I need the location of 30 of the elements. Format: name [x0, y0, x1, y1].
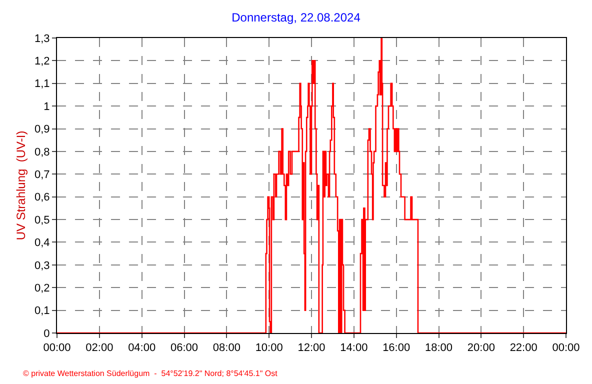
y-tick-label: 0,8 — [34, 146, 50, 158]
y-tick-label: 0,9 — [34, 124, 50, 136]
y-tick-label: 1 — [44, 100, 50, 113]
x-tick-label: 00:00 — [43, 342, 71, 354]
y-tick-label: 1,1 — [34, 78, 50, 90]
y-tick-label: 0,7 — [34, 169, 50, 181]
x-tick-label: 06:00 — [170, 342, 198, 354]
x-tick-label: 04:00 — [128, 342, 156, 354]
x-tick-label: 14:00 — [340, 342, 368, 354]
y-tick-label: 0,5 — [34, 214, 50, 226]
chart-title: Donnerstag, 22.08.2024 — [232, 10, 361, 24]
x-tick-label: 10:00 — [255, 342, 283, 354]
y-tick-label: 0,6 — [34, 192, 50, 204]
x-tick-label: 12:00 — [298, 342, 326, 354]
y-tick-label: 1,2 — [34, 56, 50, 68]
x-tick-label: 18:00 — [424, 342, 453, 354]
x-tick-label: 22:00 — [510, 342, 538, 354]
x-tick-label: 20:00 — [467, 342, 495, 354]
x-tick-label: 02:00 — [86, 342, 114, 354]
x-tick-label: 08:00 — [212, 342, 240, 354]
y-tick-label: 1,3 — [34, 32, 50, 45]
y-tick-label: 0,1 — [34, 305, 50, 318]
y-tick-label: 0,2 — [34, 282, 50, 294]
y-axis-title: UV Strahlung (UV-I) — [14, 130, 28, 240]
x-tick-label: 00:00 — [552, 342, 580, 354]
x-tick-label: 16:00 — [382, 342, 410, 354]
y-tick-label: 0,3 — [34, 260, 50, 272]
y-tick-label: 0 — [44, 328, 50, 340]
text: © private Wetterstation Süderlügum - 54°52'19.2" Nord; 8°54'45.1" Ost — [23, 369, 278, 378]
y-tick-label: 0,4 — [34, 237, 50, 250]
